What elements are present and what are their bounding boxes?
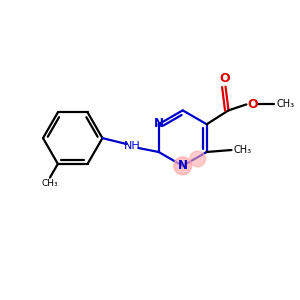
Text: N: N <box>154 117 164 130</box>
Circle shape <box>174 157 192 175</box>
Text: CH₃: CH₃ <box>42 178 58 188</box>
Text: N: N <box>178 159 188 172</box>
Text: O: O <box>247 98 258 111</box>
Text: CH₃: CH₃ <box>276 99 294 110</box>
Text: O: O <box>219 72 230 85</box>
Text: NH: NH <box>124 141 141 151</box>
Circle shape <box>190 151 206 167</box>
Text: CH₃: CH₃ <box>233 145 252 155</box>
